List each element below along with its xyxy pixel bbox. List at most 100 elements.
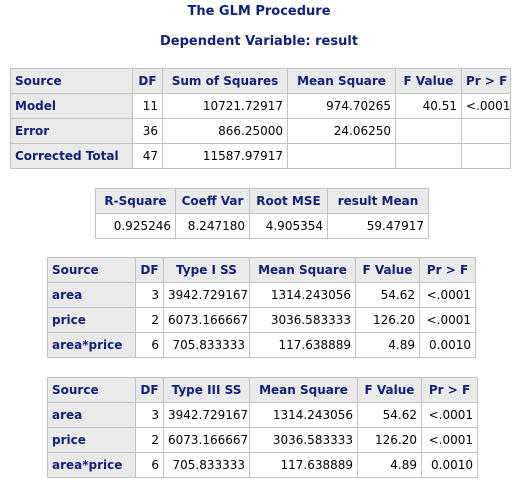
cell-ss: 866.25000 xyxy=(162,118,288,144)
type3-header-f: F Value xyxy=(357,377,422,403)
type3-header-source: Source xyxy=(47,377,136,403)
cell-df: 36 xyxy=(132,118,163,144)
type1-header-df: DF xyxy=(135,257,164,283)
cell-p xyxy=(461,143,511,169)
cell-p: <.0001 xyxy=(461,93,511,119)
type3-row-area: area 3 3942.729167 1314.243056 54.62 <.0… xyxy=(47,402,478,428)
cell-f: 126.20 xyxy=(355,307,420,333)
cell-ms: 24.06250 xyxy=(287,118,396,144)
type1-row-area: area 3 3942.729167 1314.243056 54.62 <.0… xyxy=(47,282,476,308)
row-label: Corrected Total xyxy=(10,143,133,169)
anova-header-f: F Value xyxy=(395,68,462,94)
type1-header-source: Source xyxy=(47,257,136,283)
anova-header-ss: Sum of Squares xyxy=(162,68,288,94)
cell-df: 6 xyxy=(135,452,164,478)
cell-ms: 974.70265 xyxy=(287,93,396,119)
cell-ms: 1314.243056 xyxy=(249,402,358,428)
cell-ss: 705.833333 xyxy=(163,452,250,478)
type1-header-ms: Mean Square xyxy=(249,257,356,283)
row-label: Model xyxy=(10,93,133,119)
type3-ss-table: Source DF Type III SS Mean Square F Valu… xyxy=(47,377,478,478)
type3-row-price: price 2 6073.166667 3036.583333 126.20 <… xyxy=(47,427,478,453)
type1-header-ss: Type I SS xyxy=(163,257,250,283)
row-label: area xyxy=(47,282,136,308)
anova-table: Source DF Sum of Squares Mean Square F V… xyxy=(10,68,511,169)
fit-value-row: 0.925246 8.247180 4.905354 59.47917 xyxy=(95,213,429,239)
cell-f: 4.89 xyxy=(355,332,420,358)
row-label: Error xyxy=(10,118,133,144)
cell-ss: 3942.729167 xyxy=(163,282,250,308)
type1-header-f: F Value xyxy=(355,257,420,283)
cell-ms: 3036.583333 xyxy=(249,307,356,333)
cell-ms: 1314.243056 xyxy=(249,282,356,308)
cell-df: 3 xyxy=(135,282,164,308)
type1-ss-table: Source DF Type I SS Mean Square F Value … xyxy=(47,257,476,358)
row-label: area*price xyxy=(47,452,136,478)
anova-header-df: DF xyxy=(132,68,163,94)
anova-row-model: Model 11 10721.72917 974.70265 40.51 <.0… xyxy=(10,93,511,119)
anova-row-corrected-total: Corrected Total 47 11587.97917 xyxy=(10,143,511,169)
type3-row-area-price: area*price 6 705.833333 117.638889 4.89 … xyxy=(47,452,478,478)
type1-header-row: Source DF Type I SS Mean Square F Value … xyxy=(47,257,476,283)
anova-row-error: Error 36 866.25000 24.06250 xyxy=(10,118,511,144)
fit-header-rootmse: Root MSE xyxy=(249,188,328,214)
procedure-title: The GLM Procedure xyxy=(187,4,331,19)
type3-header-ms: Mean Square xyxy=(249,377,358,403)
fit-statistics-table: R-Square Coeff Var Root MSE result Mean … xyxy=(95,188,429,239)
anova-header-p: Pr > F xyxy=(461,68,511,94)
cell-f xyxy=(395,118,462,144)
cell-p: <.0001 xyxy=(419,282,476,308)
cell-ss: 6073.166667 xyxy=(163,427,250,453)
row-label: price xyxy=(47,307,136,333)
cell-df: 47 xyxy=(132,143,163,169)
cell-f xyxy=(395,143,462,169)
cell-ss: 10721.72917 xyxy=(162,93,288,119)
row-label: area*price xyxy=(47,332,136,358)
type3-header-p: Pr > F xyxy=(421,377,478,403)
fit-coeffvar-value: 8.247180 xyxy=(175,213,250,239)
anova-header-row: Source DF Sum of Squares Mean Square F V… xyxy=(10,68,511,94)
cell-f: 54.62 xyxy=(357,402,422,428)
type3-header-df: DF xyxy=(135,377,164,403)
type1-row-area-price: area*price 6 705.833333 117.638889 4.89 … xyxy=(47,332,476,358)
fit-header-rsquare: R-Square xyxy=(95,188,176,214)
cell-ss: 11587.97917 xyxy=(162,143,288,169)
cell-df: 6 xyxy=(135,332,164,358)
cell-ms: 117.638889 xyxy=(249,332,356,358)
cell-p: 0.0010 xyxy=(421,452,478,478)
cell-f: 4.89 xyxy=(357,452,422,478)
type1-header-p: Pr > F xyxy=(419,257,476,283)
anova-header-source: Source xyxy=(10,68,133,94)
dependent-variable-title: Dependent Variable: result xyxy=(159,34,359,49)
row-label: price xyxy=(47,427,136,453)
fit-rootmse-value: 4.905354 xyxy=(249,213,328,239)
cell-ms: 3036.583333 xyxy=(249,427,358,453)
type3-header-ss: Type III SS xyxy=(163,377,250,403)
cell-p: 0.0010 xyxy=(419,332,476,358)
fit-header-row: R-Square Coeff Var Root MSE result Mean xyxy=(95,188,429,214)
cell-ms: 117.638889 xyxy=(249,452,358,478)
type1-row-price: price 2 6073.166667 3036.583333 126.20 <… xyxy=(47,307,476,333)
cell-ss: 6073.166667 xyxy=(163,307,250,333)
cell-ss: 3942.729167 xyxy=(163,402,250,428)
cell-df: 2 xyxy=(135,307,164,333)
cell-df: 2 xyxy=(135,427,164,453)
cell-ms xyxy=(287,143,396,169)
cell-ss: 705.833333 xyxy=(163,332,250,358)
cell-f: 54.62 xyxy=(355,282,420,308)
cell-p xyxy=(461,118,511,144)
fit-header-mean: result Mean xyxy=(327,188,429,214)
fit-header-coeffvar: Coeff Var xyxy=(175,188,250,214)
cell-p: <.0001 xyxy=(419,307,476,333)
type3-header-row: Source DF Type III SS Mean Square F Valu… xyxy=(47,377,478,403)
cell-df: 3 xyxy=(135,402,164,428)
cell-df: 11 xyxy=(132,93,163,119)
cell-f: 126.20 xyxy=(357,427,422,453)
anova-header-ms: Mean Square xyxy=(287,68,396,94)
cell-p: <.0001 xyxy=(421,402,478,428)
fit-mean-value: 59.47917 xyxy=(327,213,429,239)
fit-rsquare-value: 0.925246 xyxy=(95,213,176,239)
row-label: area xyxy=(47,402,136,428)
cell-p: <.0001 xyxy=(421,427,478,453)
cell-f: 40.51 xyxy=(395,93,462,119)
